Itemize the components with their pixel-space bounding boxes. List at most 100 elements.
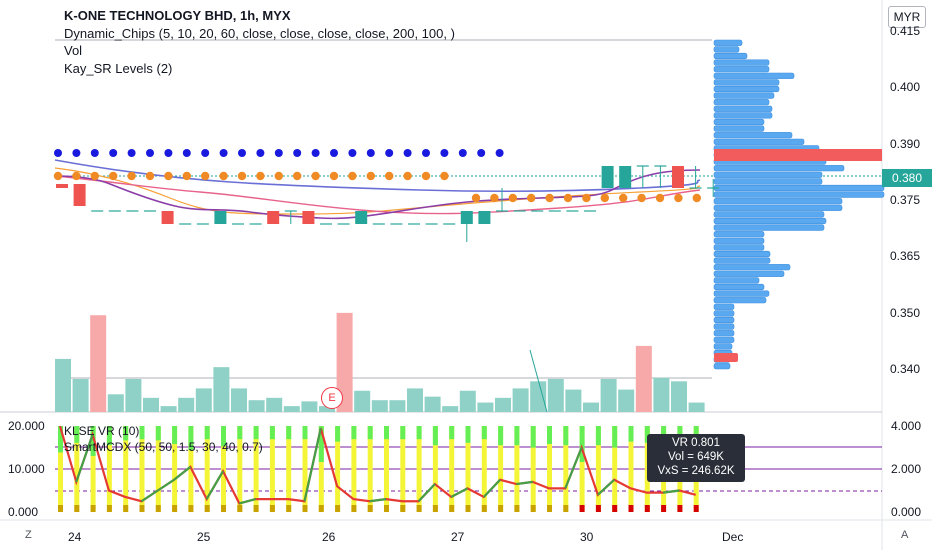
earnings-event-marker[interactable]: E [321, 387, 343, 409]
volume-bar [107, 394, 124, 412]
profile-bar [713, 59, 770, 66]
mcdx-bar-base [677, 505, 683, 512]
profile-bar [713, 39, 743, 46]
auto-scale-button[interactable]: A [901, 529, 909, 541]
profile-bar [713, 217, 827, 225]
volume-bar [354, 390, 371, 412]
price-tick: 0.365 [890, 249, 921, 263]
volume-bar [442, 406, 459, 412]
symbol-title[interactable]: K-ONE TECHNOLOGY BHD, 1h, MYX [64, 8, 291, 23]
mcdx-bar-top [286, 426, 292, 440]
sr-dot-orange [471, 193, 481, 203]
mcdx-bar-base [514, 505, 520, 512]
volume-bar [512, 388, 529, 412]
oscillator-legend: KLSE VR (10) SmartMCDX (50, 50, 1.5, 30,… [64, 423, 263, 455]
ma-line [54, 175, 701, 215]
profile-bar [713, 85, 780, 93]
tooltip-vxs: VxS = 246.62K [657, 465, 735, 477]
profile-bar [713, 310, 735, 317]
osc-left-tick: 0.000 [8, 505, 39, 519]
mcdx-bar-top [221, 426, 226, 447]
mcdx-bar-base [481, 505, 487, 512]
volume-bar [90, 315, 107, 412]
mcdx-bar-base [221, 505, 226, 512]
vr-line-rising [597, 478, 615, 496]
candle-body [460, 211, 473, 224]
volume-bar [160, 406, 177, 412]
sr-dot-orange [563, 193, 573, 203]
profile-bar [713, 46, 740, 53]
sr-dot-orange [90, 171, 100, 181]
volume-bar [565, 389, 582, 412]
sr-dot-orange [293, 171, 302, 181]
mcdx-bar-top [318, 426, 324, 462]
timezone-button[interactable]: Z [25, 529, 32, 541]
currency-selector[interactable]: MYR [888, 6, 926, 28]
vr-line-rising [205, 470, 224, 500]
sr-dot-orange [53, 171, 63, 181]
time-tick: 30 [580, 530, 594, 544]
sr-dot-blue [127, 149, 136, 157]
sr-dot-orange [508, 193, 517, 203]
mcdx-bar [237, 426, 243, 512]
mcdx-bar [302, 426, 308, 512]
vr-line-rising [140, 489, 159, 503]
mcdx-bar-base [693, 505, 699, 512]
osc-left-tick: 20.000 [8, 419, 45, 433]
mcdx-bar-top [269, 426, 275, 440]
indicator-kay-sr[interactable]: Kay_SR Levels (2) [64, 60, 173, 76]
sr-dot-orange [274, 171, 283, 181]
current-price-label: 0.380 [882, 169, 932, 187]
volume-bar [266, 397, 283, 412]
indicator-klse-vr[interactable]: KLSE VR (10) [64, 424, 140, 438]
profile-bar [713, 198, 843, 205]
mcdx-bar [155, 426, 161, 512]
candle-body [73, 184, 86, 206]
profile-bar [713, 323, 735, 330]
profile-bar [713, 303, 735, 310]
profile-bar [713, 132, 793, 139]
mcdx-bar-top [155, 426, 161, 441]
sr-dot-blue [54, 149, 62, 157]
profile-low-bar [714, 353, 738, 362]
ma-line [54, 167, 701, 215]
mcdx-bar-top [416, 426, 422, 440]
mcdx-bar-base [400, 505, 406, 512]
indicator-dynamic-chips[interactable]: Dynamic_Chips (5, 10, 20, 60, close, clo… [64, 25, 455, 41]
sr-dot-orange [674, 193, 683, 203]
volume-bar [653, 377, 670, 412]
profile-bar [713, 184, 885, 192]
mcdx-bar-base [612, 505, 618, 512]
indicator-smart-mcdx[interactable]: SmartMCDX (50, 50, 1.5, 30, 40, 0.7) [64, 440, 263, 454]
profile-bar [713, 204, 843, 211]
mcdx-bar-base [253, 505, 259, 512]
mcdx-bar [204, 426, 210, 512]
mcdx-bar [123, 426, 129, 512]
candle-body [267, 211, 280, 224]
tooltip-vr: VR 0.801 [672, 437, 720, 449]
mcdx-bar-base [302, 505, 308, 512]
volume-bar [213, 367, 230, 412]
profile-bar [713, 250, 771, 258]
price-tick: 0.400 [890, 80, 921, 94]
sr-dot-blue [274, 149, 283, 157]
mcdx-bar-base [351, 505, 357, 512]
volume-bar [389, 400, 406, 412]
mcdx-bar-base [318, 505, 324, 512]
mcdx-bar-top [693, 426, 699, 442]
profile-bar [713, 66, 770, 73]
mcdx-bar [384, 426, 389, 512]
sr-dot-blue [348, 149, 357, 157]
mcdx-bar-top [58, 426, 63, 453]
mcdx-bar-base [139, 505, 145, 512]
mcdx-bar-base [286, 505, 292, 512]
sr-dot-orange [127, 171, 136, 181]
indicator-vol[interactable]: Vol [64, 43, 83, 58]
sr-dot-blue [146, 149, 154, 157]
volume-bar [600, 378, 617, 412]
mcdx-bar-base [384, 505, 389, 512]
profile-bar [713, 330, 735, 337]
sr-dot-orange [72, 171, 81, 181]
mcdx-bar-base [595, 505, 601, 512]
